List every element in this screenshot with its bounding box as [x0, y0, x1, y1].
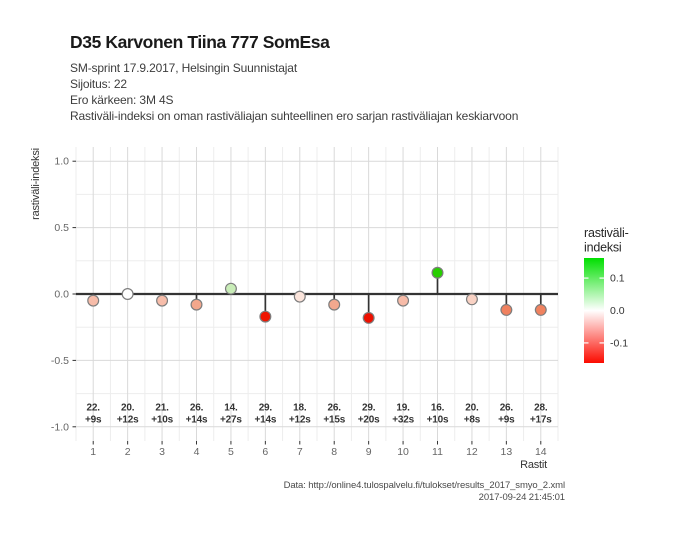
x-tick-label: 13 [501, 446, 513, 458]
x-tick-label: 10 [397, 446, 409, 458]
data-point [397, 294, 410, 307]
data-point [328, 298, 341, 311]
chart-subtitle: SM-sprint 17.9.2017, Helsingin Suunnista… [70, 60, 518, 124]
legend: rastiväli-indeksi 0.1 0.0 -0.1 [584, 226, 629, 363]
point-label-place: 29. [259, 403, 273, 414]
point-label-split: +9s [85, 415, 102, 426]
legend-colorbar [584, 258, 604, 363]
data-point [87, 294, 100, 307]
point-label-split: +9s [498, 415, 515, 426]
point-label-split: +17s [530, 415, 552, 426]
data-source-url: Data: http://online4.tulospalvelu.fi/tul… [283, 480, 566, 491]
y-tick-label: -0.5 [51, 355, 69, 367]
point-label-place: 28. [534, 403, 548, 414]
point-label-split: +20s [358, 415, 380, 426]
point-annotations: 22.+9s20.+12s21.+10s26.+14s14.+27s29.+14… [85, 403, 552, 426]
point-label-split: +27s [220, 415, 242, 426]
point-label-place: 26. [328, 403, 342, 414]
point-label-split: +15s [323, 415, 345, 426]
point-label-place: 29. [362, 403, 376, 414]
y-tick-labels: 1.0 0.5 0.0 -0.5 -1.0 [51, 156, 69, 434]
point-label-split: +12s [117, 415, 139, 426]
x-tick-label: 5 [228, 446, 234, 458]
x-tick-label: 7 [297, 446, 303, 458]
data-point [465, 293, 478, 306]
x-tick-label: 14 [535, 446, 547, 458]
point-label-split: +32s [392, 415, 414, 426]
legend-title: rastiväli- [584, 226, 629, 240]
point-label-place: 18. [293, 403, 307, 414]
x-tick-label: 3 [159, 446, 165, 458]
data-point [190, 298, 203, 311]
point-label-place: 26. [190, 403, 204, 414]
x-tick-label: 6 [262, 446, 268, 458]
point-label-split: +10s [151, 415, 173, 426]
subtitle-line-gap: Ero kärkeen: 3M 4S [70, 93, 174, 107]
x-tick-label: 12 [466, 446, 478, 458]
point-label-split: +14s [186, 415, 208, 426]
x-axis-title: Rastit [520, 459, 547, 471]
x-tick-label: 1 [90, 446, 96, 458]
y-tick-label: 0.0 [54, 289, 69, 301]
point-label-place: 20. [121, 403, 135, 414]
legend-tick-label: 0.1 [610, 273, 625, 285]
x-tick-label: 11 [432, 446, 443, 458]
data-source-note: Data: http://online4.tulospalvelu.fi/tul… [283, 480, 566, 504]
legend-tick-label: -0.1 [610, 337, 628, 349]
x-tick-label: 2 [125, 446, 131, 458]
x-tick-label: 8 [331, 446, 337, 458]
render-timestamp: 2017-09-24 21:45:01 [478, 492, 565, 503]
y-tick-label: 1.0 [54, 156, 69, 168]
point-label-split: +14s [254, 415, 276, 426]
axis-ticks [72, 160, 542, 445]
data-point [121, 288, 134, 301]
data-point [293, 290, 306, 303]
x-tick-labels: 1 2 3 4 5 6 7 8 9 10 11 12 13 14 [90, 446, 546, 458]
point-label-place: 26. [500, 403, 514, 414]
y-axis-title: rastiväli-indeksi [30, 148, 42, 220]
point-label-place: 21. [155, 403, 169, 414]
point-label-place: 22. [87, 403, 101, 414]
point-label-place: 20. [465, 403, 479, 414]
data-points [87, 266, 547, 324]
data-point [259, 310, 272, 323]
point-label-place: 14. [224, 403, 238, 414]
subtitle-line-description: Rastiväli-indeksi on oman rastiväliajan … [70, 109, 519, 123]
point-label-split: +12s [289, 415, 311, 426]
data-point [224, 282, 237, 295]
subtitle-line-event: SM-sprint 17.9.2017, Helsingin Suunnista… [70, 61, 298, 75]
point-label-split: +8s [464, 415, 481, 426]
page-title: D35 Karvonen Tiina 777 SomEsa [70, 32, 330, 52]
data-point [534, 303, 547, 316]
point-label-place: 16. [431, 403, 445, 414]
point-label-split: +10s [427, 415, 449, 426]
x-tick-label: 9 [366, 446, 372, 458]
data-point [156, 294, 169, 307]
y-tick-label: -1.0 [51, 421, 69, 433]
x-tick-label: 4 [194, 446, 200, 458]
subtitle-line-placing: Sijoitus: 22 [70, 77, 127, 91]
point-label-place: 19. [396, 403, 410, 414]
y-tick-label: 0.5 [54, 222, 69, 234]
legend-title: indeksi [584, 241, 622, 255]
legend-tick-label: 0.0 [610, 305, 625, 317]
data-point [500, 303, 513, 316]
data-point [431, 266, 444, 279]
data-point [362, 311, 375, 324]
